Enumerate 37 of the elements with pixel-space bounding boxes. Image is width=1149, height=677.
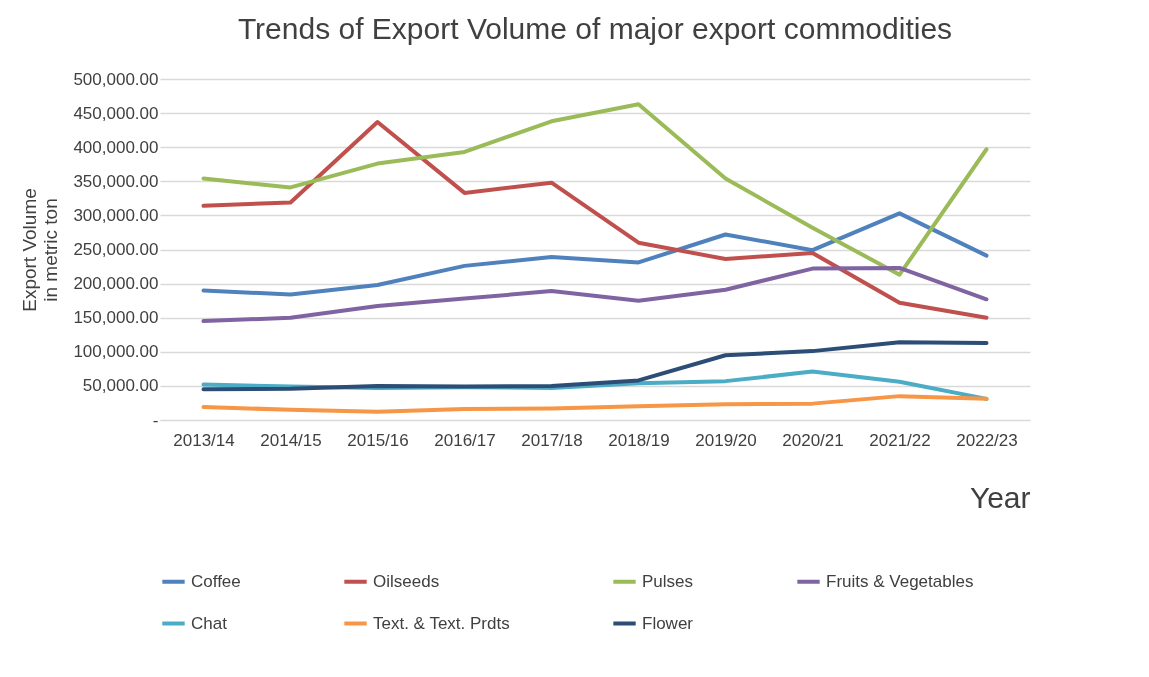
line-series <box>201 119 989 320</box>
legend-label: Flower <box>642 613 694 633</box>
legend-label: Chat <box>191 613 228 633</box>
x-tick-label: 2016/17 <box>434 430 496 450</box>
x-tick-label: 2014/15 <box>260 430 322 450</box>
y-tick-label: 500,000.00 <box>73 69 159 89</box>
y-tick-label: 450,000.00 <box>73 103 159 123</box>
legend-label: Oilseeds <box>373 571 440 591</box>
chart-title: Trends of Export Volume of major export commodities <box>237 12 953 45</box>
y-tick-label: - <box>152 410 159 430</box>
legend-label: Text. & Text. Prdts <box>373 613 510 633</box>
y-tick-label: 350,000.00 <box>73 171 159 191</box>
legend-label: Fruits & Vegetables <box>826 571 974 591</box>
x-tick-label: 2021/22 <box>869 430 931 450</box>
x-tick-label: 2015/16 <box>347 430 409 450</box>
line-series <box>201 102 989 277</box>
x-tick-label: 2019/20 <box>695 430 757 450</box>
line-series <box>201 265 989 324</box>
y-tick-label: 150,000.00 <box>73 308 159 328</box>
y-tick-label: 200,000.00 <box>73 274 159 294</box>
legend-label: Coffee <box>191 571 241 591</box>
y-tick-label: 50,000.00 <box>82 376 159 396</box>
y-axis-title: Export Volume in metric ton <box>19 188 62 312</box>
line-series <box>201 211 989 297</box>
line-series <box>201 340 989 392</box>
y-tick-label: 100,000.00 <box>73 342 159 362</box>
x-axis-title: Year <box>969 480 1031 514</box>
y-tick-label: 400,000.00 <box>73 137 159 157</box>
x-tick-label: 2013/14 <box>173 430 235 450</box>
line-series <box>201 394 989 414</box>
x-tick-label: 2018/19 <box>608 430 670 450</box>
y-tick-label: 250,000.00 <box>73 240 159 259</box>
x-tick-label: 2022/23 <box>956 430 1018 450</box>
y-tick-label: 300,000.00 <box>73 205 159 225</box>
x-tick-label: 2017/18 <box>521 430 583 450</box>
x-tick-label: 2020/21 <box>782 430 844 450</box>
legend-label: Pulses <box>642 571 694 591</box>
